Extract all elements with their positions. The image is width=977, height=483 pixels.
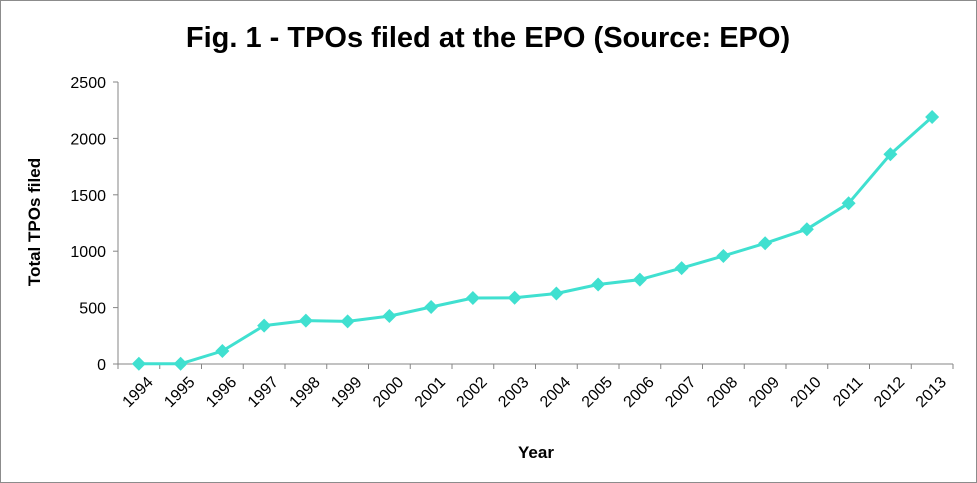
x-tick-label: 2003: [495, 374, 532, 411]
y-tick-label: 500: [79, 301, 106, 318]
y-tick-label: 1000: [70, 244, 106, 261]
data-point-marker: [382, 309, 397, 324]
data-point-marker: [549, 286, 564, 301]
data-point-marker: [883, 147, 898, 162]
chart-title: Fig. 1 - TPOs filed at the EPO (Source: …: [186, 22, 790, 54]
x-tick-label: 1997: [245, 374, 282, 411]
x-tick-label: 2009: [746, 374, 783, 411]
y-axis-title: Total TPOs filed: [25, 158, 44, 286]
x-tick-label: 2004: [537, 374, 574, 411]
data-point-marker: [925, 109, 940, 124]
data-point-marker: [173, 356, 188, 371]
x-tick-label: 1995: [161, 374, 198, 411]
x-tick-label: 2013: [913, 374, 950, 411]
x-tick-label: 1994: [120, 374, 157, 411]
data-point-marker: [841, 196, 856, 211]
x-tick-label: 2011: [830, 374, 866, 410]
x-tick-label: 2005: [579, 374, 616, 411]
data-point-marker: [131, 356, 146, 371]
x-tick-label: 1999: [328, 374, 365, 411]
x-tick-label: 2010: [788, 374, 825, 411]
x-axis-title: Year: [518, 443, 554, 462]
y-tick-label: 1500: [70, 188, 106, 205]
data-point-marker: [215, 344, 230, 359]
data-point-marker: [257, 318, 272, 333]
y-tick-label: 2000: [70, 131, 106, 148]
x-tick-label: 2006: [621, 374, 658, 411]
data-point-marker: [674, 261, 689, 276]
x-tick-label: 1998: [287, 374, 324, 411]
data-point-marker: [716, 248, 731, 263]
data-point-marker: [298, 313, 313, 328]
x-tick-label: 1996: [203, 374, 240, 411]
x-tick-label: 2008: [704, 374, 741, 411]
x-tick-label: 2002: [454, 374, 491, 411]
y-tick-label: 0: [97, 357, 106, 374]
data-point-marker: [632, 272, 647, 287]
series-line: [138, 115, 934, 366]
data-point-marker: [340, 314, 355, 329]
x-tick-label: 2000: [370, 374, 407, 411]
data-point-marker: [758, 236, 773, 251]
x-tick-label: 2001: [412, 374, 449, 411]
data-point-marker: [591, 277, 606, 292]
x-tick-label: 2012: [871, 374, 908, 411]
data-point-marker: [507, 290, 522, 305]
data-point-marker: [424, 300, 439, 315]
data-point-marker: [799, 222, 814, 237]
data-point-marker: [465, 291, 480, 306]
y-tick-label: 2500: [70, 75, 106, 92]
x-tick-label: 2007: [662, 374, 699, 411]
plot-area: 0 500 1000 1500 2000 2500 1994 1995 1996 1997 1998…: [70, 75, 954, 411]
